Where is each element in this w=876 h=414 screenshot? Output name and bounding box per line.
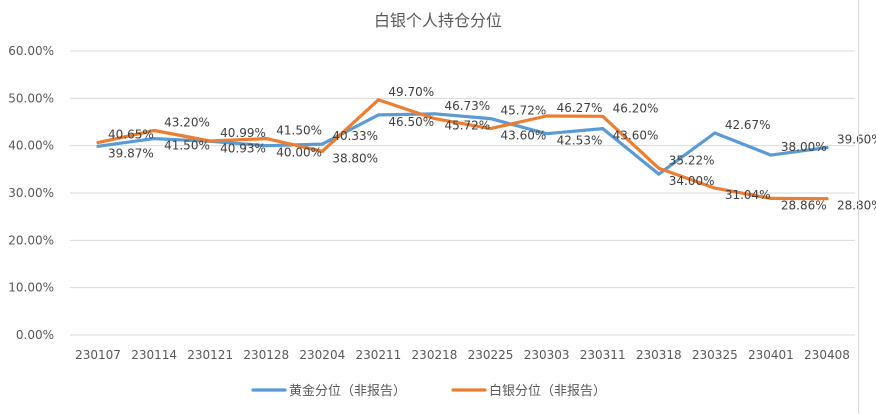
data-point [264, 137, 268, 141]
legend-label: 黄金分位（非报告） [289, 383, 406, 399]
y-tick-label: 30.00% [8, 186, 54, 200]
data-point [713, 186, 717, 190]
data-label: 40.99% [220, 126, 266, 140]
data-label: 35.22% [669, 153, 715, 167]
y-tick-label: 20.00% [8, 233, 54, 247]
y-tick-label: 10.00% [8, 281, 54, 295]
legend: 黄金分位（非报告） 白银分位（非报告） [251, 383, 606, 399]
data-point [152, 137, 156, 141]
data-label: 46.20% [613, 101, 659, 115]
data-point [432, 112, 436, 116]
series-lines [96, 98, 829, 201]
data-label: 43.60% [613, 129, 659, 143]
data-label: 28.80% [837, 199, 876, 213]
data-label: 46.50% [388, 115, 434, 129]
y-tick-label: 60.00% [8, 44, 54, 58]
data-label: 46.27% [557, 101, 603, 115]
data-label: 41.50% [164, 139, 210, 153]
data-point [657, 166, 661, 170]
chart-title: 白银个人持仓分位 [374, 11, 502, 30]
data-point [320, 149, 324, 153]
data-label: 40.65% [108, 128, 154, 142]
x-tick-label: 230311 [580, 348, 626, 362]
data-point [264, 144, 268, 148]
data-label: 40.00% [276, 146, 322, 160]
data-label: 43.60% [501, 129, 547, 143]
x-tick-label: 230204 [299, 348, 345, 362]
data-point [376, 113, 380, 117]
data-label: 45.72% [501, 104, 547, 118]
data-point [208, 139, 212, 143]
data-point [489, 117, 493, 121]
data-point [825, 197, 829, 201]
x-tick-label: 230218 [412, 348, 458, 362]
x-axis: 230107 230114 230121 230128 230204 230211 2302… [75, 348, 850, 362]
data-label: 42.53% [557, 134, 603, 148]
x-tick-label: 230114 [131, 348, 177, 362]
x-tick-label: 230325 [692, 348, 738, 362]
data-point [96, 144, 100, 148]
data-point [545, 132, 549, 136]
data-label: 40.33% [332, 129, 378, 143]
data-point [320, 142, 324, 146]
data-label: 42.67% [725, 118, 771, 132]
x-tick-label: 230303 [524, 348, 570, 362]
y-tick-label: 50.00% [8, 91, 54, 105]
x-tick-label: 230408 [804, 348, 850, 362]
data-label: 38.80% [332, 151, 378, 165]
data-point [713, 131, 717, 135]
data-point [376, 98, 380, 102]
data-label: 49.70% [388, 85, 434, 99]
data-label: 39.87% [108, 146, 154, 160]
y-axis: 0.00% 10.00% 20.00% 30.00% 40.00% 50.00% 60.00… [8, 44, 54, 342]
gridlines [70, 50, 855, 336]
y-tick-label: 40.00% [8, 139, 54, 153]
data-label: 28.86% [781, 198, 827, 212]
data-label: 39.60% [837, 133, 876, 147]
x-tick-label: 230318 [636, 348, 682, 362]
data-point [825, 146, 829, 150]
x-tick-label: 230121 [187, 348, 233, 362]
data-point [432, 117, 436, 121]
legend-label: 白银分位（非报告） [489, 383, 606, 399]
data-label: 43.20% [164, 116, 210, 130]
data-label: 31.04% [725, 188, 771, 202]
x-tick-label: 230211 [355, 348, 401, 362]
data-labels: 39.87% 41.50% 40.93% 40.00% 40.33% 46.50% 46.7… [108, 85, 876, 213]
data-label: 38.00% [781, 140, 827, 154]
chart-area-border [858, 0, 859, 414]
data-point [769, 153, 773, 157]
data-label: 40.93% [220, 141, 266, 155]
data-label: 34.00% [669, 174, 715, 188]
data-point [601, 127, 605, 131]
x-tick-label: 230225 [468, 348, 514, 362]
data-point [601, 114, 605, 118]
x-tick-label: 230128 [243, 348, 289, 362]
data-point [489, 127, 493, 131]
data-point [96, 141, 100, 145]
y-tick-label: 0.00% [16, 328, 54, 342]
data-label: 46.73% [444, 99, 490, 113]
data-point [657, 172, 661, 176]
data-label: 45.72% [444, 119, 490, 133]
data-point [545, 114, 549, 118]
data-point [152, 129, 156, 133]
data-label: 41.50% [276, 124, 322, 138]
x-tick-label: 230401 [748, 348, 794, 362]
data-point [769, 196, 773, 200]
x-tick-label: 230107 [75, 348, 121, 362]
series-line-2 [96, 98, 829, 201]
